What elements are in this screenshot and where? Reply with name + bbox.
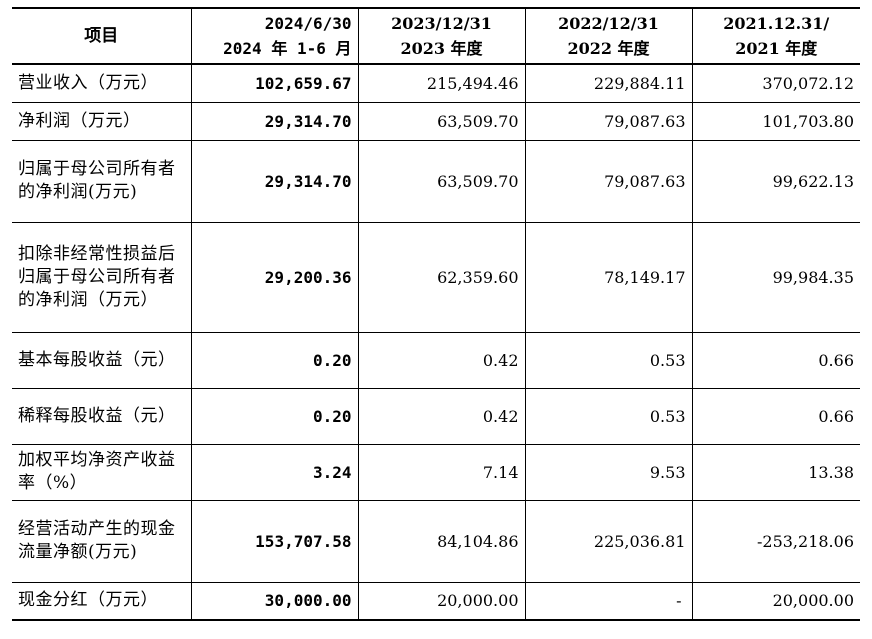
table-row: 扣除非经常性损益后归属于母公司所有者的净利润（万元） 29,200.36 62,… xyxy=(12,221,860,333)
row-label: 稀释每股收益（元） xyxy=(12,387,192,445)
cell-value: 20,000.00 xyxy=(357,581,526,621)
header-2023: 2023/12/31 2023 年度 xyxy=(357,7,526,65)
header-date: 2024/6/30 xyxy=(264,14,352,33)
cell-value: -253,218.06 xyxy=(691,499,860,583)
table-row: 营业收入（万元） 102,659.67 215,494.46 229,884.1… xyxy=(12,63,860,103)
cell-value: 0.66 xyxy=(691,387,860,445)
cell-value: 0.20 xyxy=(190,331,359,389)
table-header-row: 项目 2024/6/30 2024 年 1-6 月 2023/12/31 202… xyxy=(12,7,860,65)
header-2021: 2021.12.31/ 2021 年度 xyxy=(691,7,860,65)
cell-value: 102,659.67 xyxy=(190,63,359,103)
cell-value: 0.42 xyxy=(357,387,526,445)
table-row: 基本每股收益（元） 0.20 0.42 0.53 0.66 xyxy=(12,331,860,389)
financial-indicators-table: 项目 2024/6/30 2024 年 1-6 月 2023/12/31 202… xyxy=(12,7,860,621)
header-2022: 2022/12/31 2022 年度 xyxy=(524,7,693,65)
cell-value: 0.53 xyxy=(524,387,693,445)
cell-value: 0.66 xyxy=(691,331,860,389)
header-period: 2024 年 1-6 月 xyxy=(223,39,352,58)
row-label: 现金分红（万元） xyxy=(12,581,192,621)
table-row: 现金分红（万元） 30,000.00 20,000.00 - 20,000.00 xyxy=(12,581,860,621)
row-label: 归属于母公司所有者的净利润(万元) xyxy=(12,139,192,223)
cell-value: 7.14 xyxy=(357,443,526,501)
header-item-label: 项目 xyxy=(84,25,119,46)
cell-value: 79,087.63 xyxy=(524,101,693,141)
table-row: 归属于母公司所有者的净利润(万元) 29,314.70 63,509.70 79… xyxy=(12,139,860,223)
header-period: 2022 年度 xyxy=(567,39,650,58)
row-label: 经营活动产生的现金流量净额(万元) xyxy=(12,499,192,583)
cell-value: 63,509.70 xyxy=(357,101,526,141)
row-label: 基本每股收益（元） xyxy=(12,331,192,389)
cell-value: 3.24 xyxy=(190,443,359,501)
cell-value: 99,984.35 xyxy=(691,221,860,333)
header-period: 2023 年度 xyxy=(400,39,483,58)
cell-value: 79,087.63 xyxy=(524,139,693,223)
cell-value: 30,000.00 xyxy=(190,581,359,621)
table-row: 净利润（万元） 29,314.70 63,509.70 79,087.63 10… xyxy=(12,101,860,141)
header-date: 2021.12.31/ xyxy=(723,14,830,33)
cell-value: 29,314.70 xyxy=(190,101,359,141)
table-row: 经营活动产生的现金流量净额(万元) 153,707.58 84,104.86 2… xyxy=(12,499,860,583)
cell-value: 62,359.60 xyxy=(357,221,526,333)
row-label: 营业收入（万元） xyxy=(12,63,192,103)
cell-value: 13.38 xyxy=(691,443,860,501)
cell-value: 29,314.70 xyxy=(190,139,359,223)
table-row: 稀释每股收益（元） 0.20 0.42 0.53 0.66 xyxy=(12,387,860,445)
header-2024-h1: 2024/6/30 2024 年 1-6 月 xyxy=(190,7,359,65)
cell-value: 29,200.36 xyxy=(190,221,359,333)
header-period: 2021 年度 xyxy=(735,39,818,58)
cell-value: 63,509.70 xyxy=(357,139,526,223)
cell-value: 0.53 xyxy=(524,331,693,389)
cell-value: 225,036.81 xyxy=(524,499,693,583)
cell-value: 153,707.58 xyxy=(190,499,359,583)
cell-value: 215,494.46 xyxy=(357,63,526,103)
cell-value: 0.42 xyxy=(357,331,526,389)
header-date: 2023/12/31 xyxy=(391,14,492,33)
cell-value: 101,703.80 xyxy=(691,101,860,141)
cell-value: 20,000.00 xyxy=(691,581,860,621)
cell-value: 9.53 xyxy=(524,443,693,501)
table-row: 加权平均净资产收益率（%） 3.24 7.14 9.53 13.38 xyxy=(12,443,860,501)
row-label: 加权平均净资产收益率（%） xyxy=(12,443,192,501)
row-label: 扣除非经常性损益后归属于母公司所有者的净利润（万元） xyxy=(12,221,192,333)
cell-value: 229,884.11 xyxy=(524,63,693,103)
cell-value: 0.20 xyxy=(190,387,359,445)
row-label: 净利润（万元） xyxy=(12,101,192,141)
cell-value: - xyxy=(524,581,693,621)
header-date: 2022/12/31 xyxy=(558,14,659,33)
cell-value: 370,072.12 xyxy=(691,63,860,103)
cell-value: 99,622.13 xyxy=(691,139,860,223)
cell-value: 84,104.86 xyxy=(357,499,526,583)
header-item: 项目 xyxy=(12,7,192,65)
cell-value: 78,149.17 xyxy=(524,221,693,333)
